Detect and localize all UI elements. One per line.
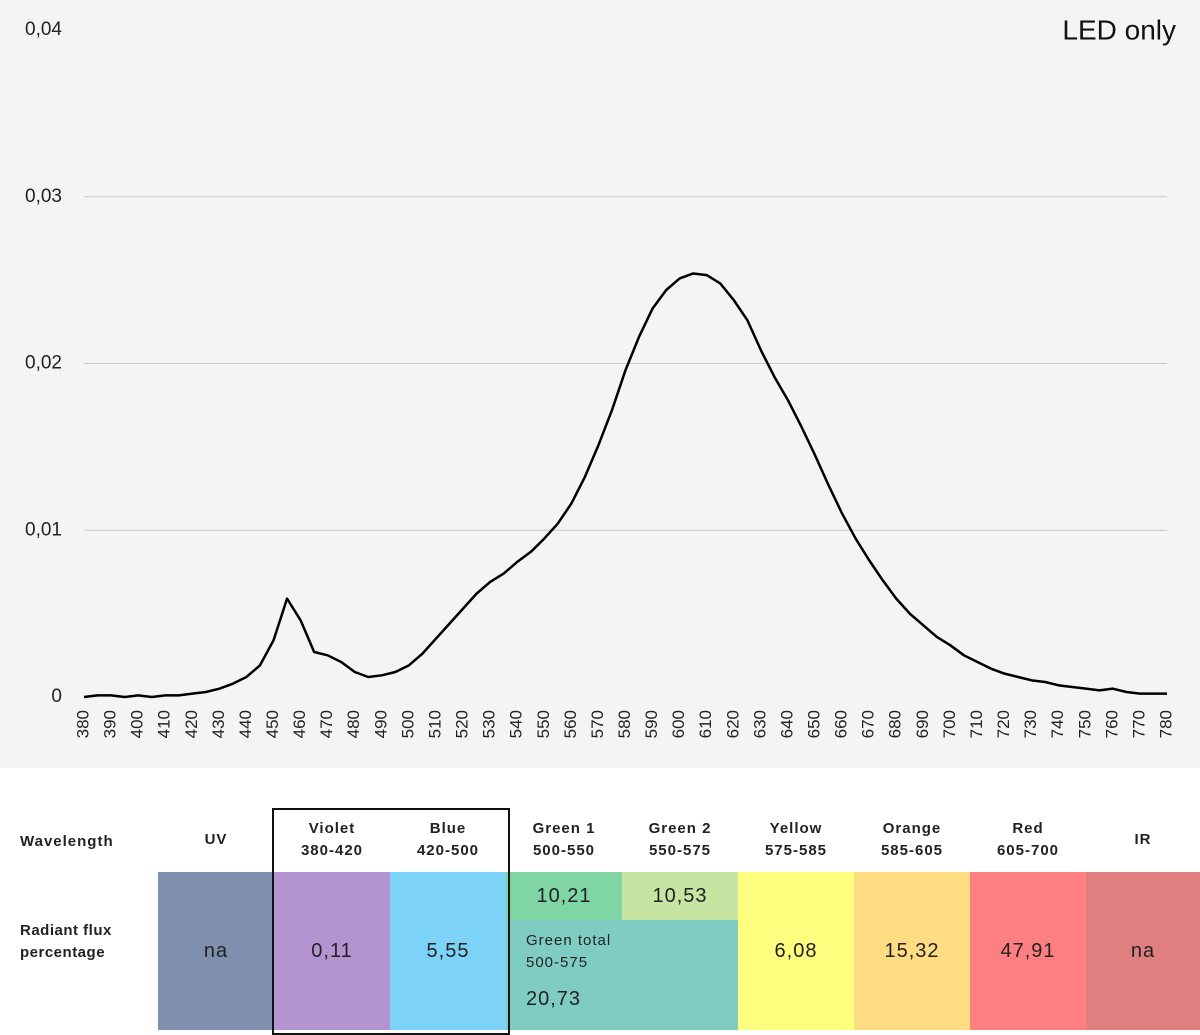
column-header: Blue 420-500 <box>390 810 506 870</box>
value-cell: 5,55 <box>390 872 506 1030</box>
x-tick-label: 400 <box>128 710 147 738</box>
column-range: 575-585 <box>764 842 828 859</box>
x-tick-label: 420 <box>182 710 201 738</box>
column-header: Green 2 550-575 <box>622 810 738 870</box>
x-tick-label: 610 <box>696 710 715 738</box>
value-cell: 6,08 <box>738 872 854 1030</box>
x-tick-label: 730 <box>1021 710 1040 738</box>
x-tick-label: 380 <box>73 710 92 738</box>
x-tick-label: 410 <box>155 710 174 738</box>
column-range: 550-575 <box>648 842 712 859</box>
column-range: 605-700 <box>996 842 1060 859</box>
row-header: Wavelength <box>20 833 114 850</box>
x-tick-label: 600 <box>669 710 688 738</box>
column-name: Green 1 <box>532 820 596 837</box>
column-header: Orange 585-605 <box>854 810 970 870</box>
x-tick-label: 510 <box>425 710 444 738</box>
x-tick-label: 540 <box>507 710 526 738</box>
x-tick-label: 680 <box>886 710 905 738</box>
x-tick-label: 760 <box>1102 710 1121 738</box>
column-header: IR <box>1086 810 1200 870</box>
highlight-box <box>272 808 510 1035</box>
column-header: UV <box>158 810 274 870</box>
x-tick-label: 670 <box>859 710 878 738</box>
x-tick-label: 690 <box>913 710 932 738</box>
value-cell: na <box>1086 872 1200 1030</box>
x-tick-label: 450 <box>263 710 282 738</box>
green-total-label: Green total <box>526 932 612 949</box>
column-range: 420-500 <box>416 842 480 859</box>
x-tick-label: 460 <box>290 710 309 738</box>
y-tick-label: 0,04 <box>25 19 62 40</box>
column-name: UV <box>204 831 228 848</box>
x-tick-label: 740 <box>1048 710 1067 738</box>
chart-background <box>0 0 1200 768</box>
y-tick-label: 0 <box>51 686 62 707</box>
x-tick-label: 710 <box>967 710 986 738</box>
x-tick-label: 480 <box>344 710 363 738</box>
x-tick-label: 550 <box>534 710 553 738</box>
column-name: IR <box>1134 831 1152 848</box>
value-cell: 47,91 <box>970 872 1086 1030</box>
column-header: Green 1 500-550 <box>506 810 622 870</box>
row-header: Radiant flux percentage <box>20 922 112 961</box>
column-range: 500-550 <box>532 842 596 859</box>
x-tick-label: 780 <box>1156 710 1175 738</box>
y-tick-label: 0,01 <box>25 519 62 540</box>
column-name: Green 2 <box>648 820 712 837</box>
column-name: Violet <box>308 820 356 837</box>
column-name: Orange <box>882 820 942 837</box>
value-cell: 0,11 <box>274 872 390 1030</box>
column-header: Yellow 575-585 <box>738 810 854 870</box>
value-cell: 10,53 <box>622 872 738 920</box>
x-tick-label: 390 <box>101 710 120 738</box>
x-tick-label: 560 <box>561 710 580 738</box>
chart-title: LED only <box>1062 14 1176 45</box>
green-total-range: 500-575 <box>526 954 589 971</box>
x-tick-label: 650 <box>805 710 824 738</box>
y-tick-label: 0,03 <box>25 186 62 207</box>
x-tick-label: 750 <box>1075 710 1094 738</box>
column-range: 380-420 <box>300 842 364 859</box>
x-tick-label: 520 <box>453 710 472 738</box>
x-tick-label: 430 <box>209 710 228 738</box>
x-tick-label: 640 <box>777 710 796 738</box>
green-total-cell: Green total 500-575 20,73 <box>506 920 738 1030</box>
x-tick-label: 720 <box>994 710 1013 738</box>
spectrum-line <box>83 272 1167 699</box>
value-cell: 15,32 <box>854 872 970 1030</box>
x-tick-label: 660 <box>832 710 851 738</box>
column-name: Blue <box>429 820 467 837</box>
column-range: 585-605 <box>880 842 944 859</box>
x-tick-label: 440 <box>236 710 255 738</box>
x-tick-label: 580 <box>615 710 634 738</box>
x-tick-label: 770 <box>1129 710 1148 738</box>
x-tick-label: 620 <box>723 710 742 738</box>
value-cell: 10,21 <box>506 872 622 920</box>
column-header: Red 605-700 <box>970 810 1086 870</box>
x-tick-label: 590 <box>642 710 661 738</box>
x-tick-label: 500 <box>398 710 417 738</box>
chart: LED only 0 0,01 0,02 0,03 0,04 380 390 400 410 42… <box>0 0 1200 768</box>
green-total-value: 20,73 <box>526 988 582 1010</box>
column-header: Violet 380-420 <box>274 810 390 870</box>
x-tick-label: 530 <box>480 710 499 738</box>
column-name: Red <box>1012 820 1044 837</box>
x-tick-label: 700 <box>940 710 959 738</box>
value-cell: na <box>158 872 274 1030</box>
x-tick-label: 490 <box>371 710 390 738</box>
x-tick-label: 570 <box>588 710 607 738</box>
x-tick-label: 630 <box>750 710 769 738</box>
column-name: Yellow <box>769 820 823 837</box>
y-tick-label: 0,02 <box>25 353 62 374</box>
x-tick-label: 470 <box>317 710 336 738</box>
